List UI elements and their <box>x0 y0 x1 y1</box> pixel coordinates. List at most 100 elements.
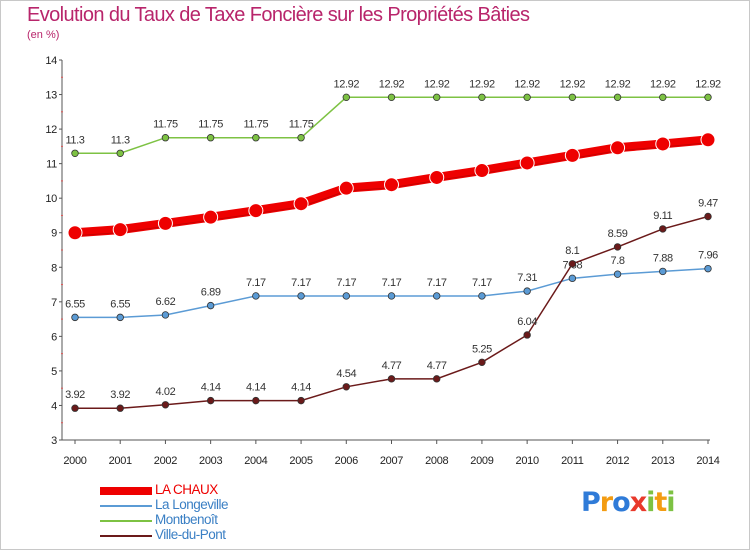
data-label-la-chaux: 10.29 <box>334 169 360 181</box>
data-label-la-chaux: 9 <box>72 214 78 226</box>
data-label-montbeno-t: 11.75 <box>289 119 314 131</box>
data-label-la-longeville: 7.96 <box>698 250 718 262</box>
data-point-la-chaux <box>157 215 173 231</box>
data-label-la-chaux: 10.39 <box>379 166 405 178</box>
data-point-ville-du-pont <box>478 358 486 366</box>
data-label-ville-du-pont: 5.25 <box>472 343 492 355</box>
data-label-ville-du-pont: 4.14 <box>201 382 221 394</box>
data-label-montbeno-t: 11.75 <box>153 119 178 131</box>
data-point-la-chaux <box>610 140 626 156</box>
data-label-montbeno-t: 12.92 <box>424 78 450 90</box>
data-point-montbeno-t <box>659 93 667 102</box>
data-label-ville-du-pont: 8.1 <box>565 245 579 257</box>
data-label-ville-du-pont: 4.77 <box>382 360 402 372</box>
data-point-ville-du-pont <box>206 396 215 405</box>
legend-item-la-chaux: LA CHAUX <box>100 482 360 499</box>
data-label-la-longeville: 6.89 <box>201 287 221 299</box>
data-point-la-longeville <box>387 292 396 300</box>
data-label-ville-du-pont: 9.11 <box>653 210 672 222</box>
data-point-la-chaux <box>429 169 445 185</box>
proxiti-logo: Proxiti <box>581 487 676 518</box>
data-label-ville-du-pont: 9.47 <box>698 197 718 209</box>
data-label-la-longeville: 6.55 <box>65 298 85 310</box>
data-point-la-chaux <box>655 136 671 152</box>
data-label-ville-du-pont: 4.14 <box>291 382 311 394</box>
data-label-montbeno-t: 12.92 <box>334 78 360 90</box>
data-label-la-chaux: 10.6 <box>427 158 447 170</box>
y-tick-label: 12 <box>45 124 57 136</box>
y-tick-label: 4 <box>51 400 57 412</box>
data-point-la-chaux <box>700 132 716 148</box>
data-point-la-longeville <box>252 292 260 300</box>
data-point-ville-du-pont <box>71 404 79 412</box>
legend-swatch <box>100 505 152 507</box>
y-axis-unit: (en %) <box>27 29 60 41</box>
data-label-la-chaux: 11.46 <box>605 129 630 141</box>
y-tick-label: 13 <box>45 90 57 102</box>
logo-letter: P <box>581 487 601 518</box>
x-tick-label: 2000 <box>63 455 86 467</box>
x-tick-label: 2007 <box>380 455 403 467</box>
y-tick-label: 5 <box>51 366 57 378</box>
logo-letter: i <box>646 487 655 518</box>
y-tick-label: 7 <box>51 297 57 309</box>
data-label-montbeno-t: 12.92 <box>650 78 676 90</box>
legend-item-la-longeville: La Longeville <box>100 497 360 514</box>
data-label-montbeno-t: 12.92 <box>469 78 495 90</box>
data-label-montbeno-t: 12.92 <box>514 78 540 90</box>
legend-label: Ville-du-Pont <box>155 527 226 542</box>
legend-swatch <box>100 520 152 522</box>
data-point-ville-du-pont <box>342 383 350 391</box>
data-label-la-chaux: 11.69 <box>696 121 721 133</box>
data-point-la-longeville <box>116 313 124 322</box>
data-label-la-chaux: 10.8 <box>472 152 492 164</box>
data-point-ville-du-pont <box>116 404 124 412</box>
data-point-ville-du-pont <box>161 401 170 409</box>
x-tick-label: 2012 <box>606 455 629 467</box>
data-point-la-longeville <box>704 264 712 273</box>
x-tick-label: 2005 <box>289 455 312 467</box>
x-tick-label: 2009 <box>470 455 493 467</box>
data-point-ville-du-pont <box>387 375 396 383</box>
legend: LA CHAUX La Longeville Montbenoît Ville-… <box>100 482 360 544</box>
data-label-montbeno-t: 12.92 <box>605 78 631 90</box>
data-label-montbeno-t: 11.3 <box>66 134 85 146</box>
data-point-montbeno-t <box>252 134 260 142</box>
data-label-la-longeville: 6.55 <box>110 298 130 310</box>
data-label-la-longeville: 7.8 <box>611 255 625 267</box>
y-tick-label: 3 <box>51 435 57 447</box>
legend-label: Montbenoît <box>155 512 218 527</box>
data-point-la-chaux <box>564 147 580 163</box>
data-point-la-chaux <box>67 225 83 241</box>
data-point-la-longeville <box>659 267 667 276</box>
data-label-la-chaux: 11.02 <box>515 144 540 156</box>
data-label-la-longeville: 6.62 <box>156 296 176 308</box>
data-point-montbeno-t <box>387 93 396 102</box>
legend-swatch <box>100 487 152 495</box>
data-label-la-longeville: 7.31 <box>517 272 537 284</box>
data-label-ville-du-pont: 4.02 <box>156 386 176 398</box>
data-point-la-longeville <box>478 292 486 300</box>
data-point-la-chaux <box>112 222 128 238</box>
data-label-la-chaux: 9.09 <box>110 211 130 223</box>
data-label-la-chaux: 11.57 <box>650 125 675 137</box>
data-label-montbeno-t: 11.75 <box>198 119 223 131</box>
data-label-ville-du-pont: 3.92 <box>65 389 85 401</box>
x-tick-label: 2003 <box>199 455 222 467</box>
data-point-la-longeville <box>568 274 577 283</box>
y-tick-label: 9 <box>51 228 57 240</box>
data-point-montbeno-t <box>342 93 350 102</box>
x-tick-label: 2002 <box>154 455 177 467</box>
data-point-montbeno-t <box>161 134 170 142</box>
data-label-la-longeville: 7.88 <box>653 252 673 264</box>
x-tick-label: 2010 <box>516 455 539 467</box>
data-point-ville-du-pont <box>297 396 305 405</box>
y-tick-label: 6 <box>51 331 57 343</box>
data-point-montbeno-t <box>704 93 712 102</box>
legend-label: La Longeville <box>155 497 229 512</box>
x-tick-label: 2014 <box>696 455 719 467</box>
data-point-montbeno-t <box>433 93 441 102</box>
data-point-la-chaux <box>384 177 399 193</box>
x-tick-label: 2011 <box>561 455 584 467</box>
